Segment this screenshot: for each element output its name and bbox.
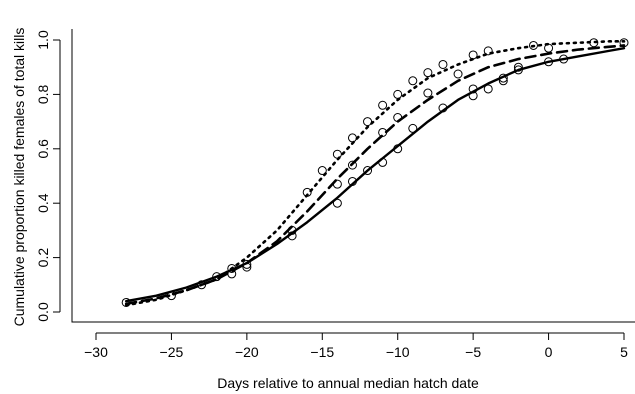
data-point-dotted — [408, 76, 418, 86]
x-tick-label: −15 — [310, 344, 334, 360]
plot-frame — [71, 29, 635, 323]
data-point-dotted — [423, 68, 433, 78]
data-point-solid — [483, 84, 493, 94]
x-tick-label: 0 — [545, 344, 553, 360]
data-point-solid — [378, 157, 388, 167]
y-tick-label: 0.0 — [35, 302, 51, 322]
x-tick-label: −10 — [386, 344, 410, 360]
data-point-dashed — [332, 179, 342, 189]
data-point-dotted — [619, 38, 629, 48]
data-point-dotted — [332, 149, 342, 159]
data-point-dotted — [438, 59, 448, 69]
data-point-dashed — [544, 43, 554, 53]
data-point-solid — [393, 144, 403, 154]
x-axis-label: Days relative to annual median hatch dat… — [217, 375, 479, 391]
data-point-dashed — [498, 76, 508, 86]
data-point-solid — [438, 103, 448, 113]
data-point-dashed — [378, 127, 388, 137]
data-point-dotted — [363, 117, 373, 127]
data-point-dotted — [393, 89, 403, 99]
data-point-solid — [363, 166, 373, 176]
data-point-dotted — [378, 100, 388, 110]
data-point-dashed — [347, 160, 357, 170]
data-point-dotted — [528, 40, 538, 50]
data-point-dashed — [287, 225, 297, 235]
data-point-solid — [498, 73, 508, 83]
data-point-solid — [332, 198, 342, 208]
data-point-solid — [544, 57, 554, 67]
data-point-dotted — [347, 133, 357, 143]
x-tick-label: −25 — [160, 344, 184, 360]
data-point-dashed — [453, 69, 463, 79]
x-tick-label: −20 — [235, 344, 259, 360]
data-point-solid — [242, 262, 252, 272]
curve-dashed — [124, 44, 626, 306]
data-point-dashed — [513, 62, 523, 72]
data-point-dashed — [393, 113, 403, 123]
y-axis-label: Cumulative proportion killed females of … — [11, 28, 27, 327]
point-layer — [121, 38, 629, 307]
x-tick-label: 5 — [620, 344, 628, 360]
curve-solid — [124, 46, 626, 303]
y-axis: 0.0 0.2 0.4 0.6 0.8 1.0 — [35, 30, 61, 322]
data-point-solid — [559, 54, 569, 64]
curve-layer — [124, 40, 626, 307]
y-tick-label: 1.0 — [35, 30, 51, 50]
data-point-solid — [468, 91, 478, 101]
data-point-dotted — [166, 291, 176, 301]
data-point-solid — [121, 297, 131, 307]
data-point-dotted — [212, 272, 222, 282]
data-point-dotted — [317, 166, 327, 176]
plot-border — [71, 29, 635, 323]
x-axis: −30 −25 −20 −15 −10 −5 0 5 — [84, 332, 628, 360]
y-tick-label: 0.6 — [35, 139, 51, 159]
data-point-solid — [347, 176, 357, 186]
data-point-solid — [513, 65, 523, 75]
y-tick-label: 0.4 — [35, 193, 51, 213]
data-point-dotted — [227, 263, 237, 273]
data-point-dashed — [589, 38, 599, 48]
data-point-dotted — [302, 187, 312, 197]
data-point-dotted — [468, 50, 478, 60]
data-point-dashed — [423, 88, 433, 98]
y-tick-label: 0.8 — [35, 84, 51, 104]
data-point-dotted — [197, 280, 207, 290]
y-tick-label: 0.2 — [35, 248, 51, 268]
data-point-dashed — [242, 259, 252, 269]
x-tick-label: −30 — [84, 344, 108, 360]
data-point-solid — [408, 123, 418, 133]
data-point-dashed — [468, 84, 478, 94]
data-point-dotted — [483, 46, 493, 56]
data-point-solid — [287, 231, 297, 241]
data-point-solid — [227, 269, 237, 279]
x-tick-label: −5 — [465, 344, 481, 360]
curve-dotted — [124, 40, 626, 307]
